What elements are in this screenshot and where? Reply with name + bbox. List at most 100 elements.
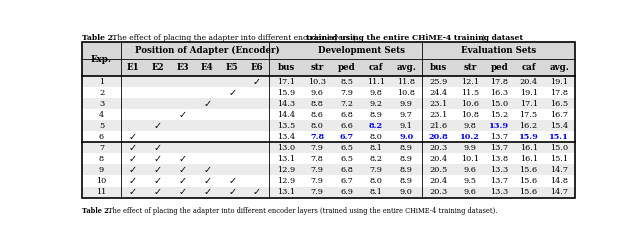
Text: Table 2.: Table 2. <box>83 207 111 215</box>
Text: 13.1: 13.1 <box>277 188 295 196</box>
Text: 7.9: 7.9 <box>311 144 324 152</box>
Text: ✓: ✓ <box>154 165 162 175</box>
Text: 8.9: 8.9 <box>400 177 413 185</box>
Text: 13.8: 13.8 <box>490 155 508 163</box>
Text: 8.1: 8.1 <box>369 188 382 196</box>
Text: Exp.: Exp. <box>91 55 112 64</box>
Text: 25.9: 25.9 <box>429 78 448 86</box>
Text: 8.0: 8.0 <box>369 133 382 141</box>
Text: 15.9: 15.9 <box>277 89 295 97</box>
Text: 6.9: 6.9 <box>340 188 353 196</box>
Text: 1: 1 <box>99 78 104 86</box>
Text: 9.7: 9.7 <box>400 111 413 119</box>
Text: 8.2: 8.2 <box>369 155 382 163</box>
Text: 13.7: 13.7 <box>490 144 508 152</box>
Text: 17.8: 17.8 <box>550 89 568 97</box>
Text: 8.8: 8.8 <box>311 100 324 108</box>
Text: ✓: ✓ <box>204 176 211 186</box>
Text: 19.1: 19.1 <box>550 78 568 86</box>
Text: ✓: ✓ <box>179 187 187 197</box>
Text: ✓: ✓ <box>204 165 211 175</box>
Text: 15.6: 15.6 <box>520 177 538 185</box>
Text: ✓: ✓ <box>179 165 187 175</box>
Text: 8.6: 8.6 <box>311 111 324 119</box>
Bar <box>83 153 575 165</box>
Text: 6.8: 6.8 <box>340 111 353 119</box>
Text: Table 2.: Table 2. <box>83 34 116 42</box>
Bar <box>83 87 575 98</box>
Text: 11.8: 11.8 <box>397 78 415 86</box>
Text: 8: 8 <box>99 155 104 163</box>
Bar <box>83 175 575 187</box>
Text: Development Sets: Development Sets <box>318 46 405 55</box>
Text: 13.3: 13.3 <box>490 166 509 174</box>
Text: 17.1: 17.1 <box>277 78 295 86</box>
Text: 11.1: 11.1 <box>367 78 385 86</box>
Text: 9.9: 9.9 <box>400 100 413 108</box>
Text: 7.2: 7.2 <box>340 100 353 108</box>
Text: 11.5: 11.5 <box>461 89 479 97</box>
Text: 13.3: 13.3 <box>490 188 509 196</box>
Text: 20.8: 20.8 <box>429 133 449 141</box>
Text: 15.1: 15.1 <box>550 155 568 163</box>
Text: 24.4: 24.4 <box>430 89 448 97</box>
Text: 17.1: 17.1 <box>520 100 538 108</box>
Text: E2: E2 <box>152 63 164 72</box>
Text: ✓: ✓ <box>228 187 236 197</box>
Bar <box>83 131 575 142</box>
Text: 9.9: 9.9 <box>464 144 477 152</box>
Text: 8.2: 8.2 <box>369 122 383 130</box>
Text: 20.4: 20.4 <box>430 177 448 185</box>
Text: str: str <box>310 63 324 72</box>
Text: 9.6: 9.6 <box>464 166 477 174</box>
Text: 3: 3 <box>99 100 104 108</box>
Text: ✓: ✓ <box>154 187 162 197</box>
Text: The effect of placing the adapter into different encoder layers (trained using t: The effect of placing the adapter into d… <box>106 207 498 215</box>
Text: 15.0: 15.0 <box>490 100 508 108</box>
Text: 17.8: 17.8 <box>490 78 508 86</box>
Bar <box>83 109 575 120</box>
Text: 15.2: 15.2 <box>490 111 509 119</box>
Text: 7.8: 7.8 <box>311 155 324 163</box>
Text: 10.8: 10.8 <box>461 111 479 119</box>
Text: 8.0: 8.0 <box>369 177 382 185</box>
Text: 6.5: 6.5 <box>340 155 353 163</box>
Text: Position of Adapter (Encoder): Position of Adapter (Encoder) <box>135 46 280 55</box>
Text: E4: E4 <box>201 63 214 72</box>
Text: 6.8: 6.8 <box>340 166 353 174</box>
Bar <box>83 59 575 76</box>
Bar <box>83 120 575 131</box>
Text: ✓: ✓ <box>154 154 162 164</box>
Text: str: str <box>463 63 477 72</box>
Text: 4: 4 <box>99 111 104 119</box>
Text: ✓: ✓ <box>129 187 137 197</box>
Text: 8.0: 8.0 <box>311 122 324 130</box>
Text: 9: 9 <box>99 166 104 174</box>
Bar <box>83 98 575 109</box>
Text: 16.3: 16.3 <box>490 89 508 97</box>
Text: 8.5: 8.5 <box>340 78 353 86</box>
Text: 6: 6 <box>99 133 104 141</box>
Text: 20.3: 20.3 <box>429 144 448 152</box>
Text: 17.5: 17.5 <box>520 111 538 119</box>
Bar <box>83 42 575 59</box>
Text: 12.1: 12.1 <box>461 78 479 86</box>
Bar <box>83 187 575 198</box>
Text: avg.: avg. <box>396 63 416 72</box>
Text: ✓: ✓ <box>253 77 261 87</box>
Text: ✓: ✓ <box>129 165 137 175</box>
Text: trained using the entire CHiME-4 training dataset: trained using the entire CHiME-4 trainin… <box>306 34 523 42</box>
Text: 9.8: 9.8 <box>369 89 382 97</box>
Text: 16.5: 16.5 <box>550 100 568 108</box>
Text: 11: 11 <box>97 188 107 196</box>
Text: E6: E6 <box>251 63 263 72</box>
Text: 20.4: 20.4 <box>520 78 538 86</box>
Text: 14.4: 14.4 <box>277 111 295 119</box>
Text: 15.6: 15.6 <box>520 188 538 196</box>
Text: 8.9: 8.9 <box>400 166 413 174</box>
Text: ✓: ✓ <box>253 187 261 197</box>
Text: The effect of placing the adapter into different encoder layers (: The effect of placing the adapter into d… <box>110 34 355 42</box>
Text: 15.0: 15.0 <box>550 144 568 152</box>
Text: 9.0: 9.0 <box>399 133 413 141</box>
Text: 13.1: 13.1 <box>277 155 295 163</box>
